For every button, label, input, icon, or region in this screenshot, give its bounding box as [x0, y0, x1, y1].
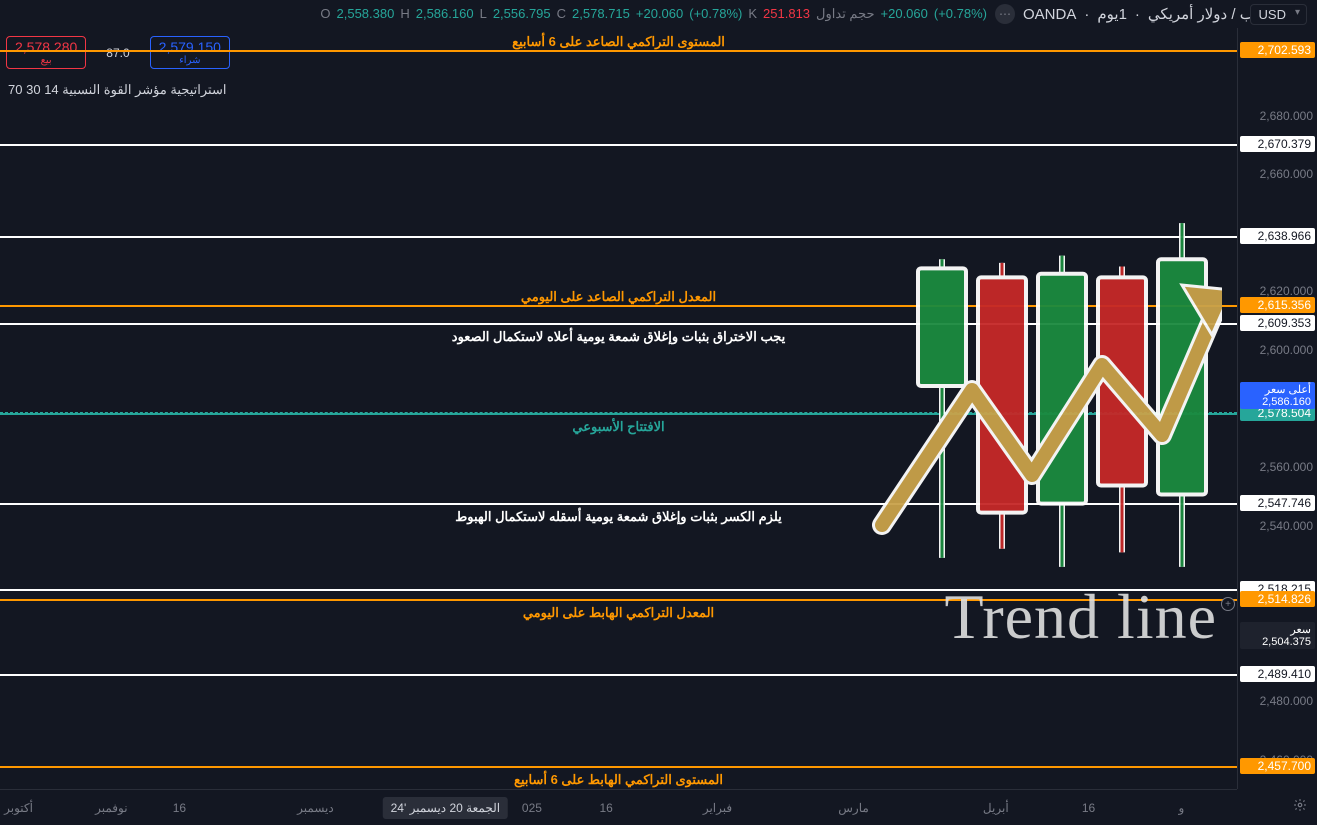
level-line[interactable]: [0, 674, 1237, 676]
axis-settings-icon[interactable]: [1293, 798, 1307, 815]
price-cursor-badge[interactable]: سعر 2,504.375: [1240, 622, 1315, 649]
price-gridlabel: 2,560.000: [1260, 460, 1313, 474]
level-line[interactable]: المستوى التراكمي الهابط على 6 أسابيع: [0, 766, 1237, 768]
symbol-broker[interactable]: OANDA: [1023, 6, 1076, 23]
price-tag[interactable]: 2,670.379: [1240, 136, 1315, 152]
price-gridlabel: 2,480.000: [1260, 694, 1313, 708]
time-tick: ديسمبر: [297, 801, 334, 815]
level-line[interactable]: المستوى التراكمي الصاعد على 6 أسابيع: [0, 50, 1237, 52]
level-line[interactable]: [0, 236, 1237, 238]
level-line[interactable]: المعدل التراكمي الصاعد على اليومي: [0, 305, 1237, 307]
price-tag[interactable]: 2,638.966: [1240, 228, 1315, 244]
time-tick: و: [1178, 801, 1184, 815]
level-label: يلزم الكسر بثبات وإغلاق شمعة يومية أسقله…: [455, 509, 782, 525]
price-gridlabel: 2,680.000: [1260, 109, 1313, 123]
price-tag[interactable]: 2,514.826: [1240, 591, 1315, 607]
level-line[interactable]: [0, 589, 1237, 591]
chart-header: ● الذهب / دولار أمريكي · 1يوم · OANDA ⋯ …: [0, 0, 1317, 28]
time-tick: 16: [1082, 801, 1095, 815]
level-line[interactable]: [0, 144, 1237, 146]
ohlc-readout: O2,558.380 H2,586.160 L2,556.795 C2,578.…: [320, 6, 987, 22]
level-label: المعدل التراكمي الصاعد على اليومي: [521, 289, 716, 305]
chart-pane[interactable]: المستوى التراكمي الصاعد على 6 أسابيع المع…: [0, 28, 1237, 789]
time-axis[interactable]: و 16 أبريل مارس فبراير 16 025 الجمعة 20 ديسمبر …: [0, 789, 1237, 825]
time-cursor-label[interactable]: الجمعة 20 ديسمبر '24: [383, 797, 508, 819]
level-line[interactable]: المعدل التراكمي الهابط على اليومي: [0, 599, 1237, 601]
price-axis[interactable]: 2,680.0002,660.0002,620.0002,600.0002,56…: [1237, 28, 1317, 789]
price-gridlabel: 2,540.000: [1260, 519, 1313, 533]
time-tick: أبريل: [983, 801, 1009, 815]
level-label: المعدل التراكمي الهابط على اليومي: [523, 605, 714, 621]
price-tag[interactable]: 2,702.593: [1240, 42, 1315, 58]
price-gridlabel: 2,660.000: [1260, 167, 1313, 181]
time-tick: فبراير: [703, 801, 732, 815]
price-tag[interactable]: 2,457.700: [1240, 758, 1315, 774]
price-tag[interactable]: 2,609.353: [1240, 315, 1315, 331]
symbol-menu-icon[interactable]: ⋯: [995, 4, 1015, 24]
currency-select[interactable]: USD: [1250, 4, 1307, 25]
level-label: يجب الاختراق بثبات وإغلاق شمعة يومية أعل…: [452, 329, 785, 345]
time-tick: أكتوبر: [4, 801, 33, 815]
time-tick: 16: [599, 801, 612, 815]
level-label: الافتتاح الأسبوعي: [572, 419, 664, 435]
level-label: المستوى التراكمي الصاعد على 6 أسابيع: [512, 34, 725, 50]
symbol-tf[interactable]: 1يوم: [1097, 5, 1127, 23]
level-line[interactable]: يجب الاختراق بثبات وإغلاق شمعة يومية أعل…: [0, 323, 1237, 325]
high-price-badge: أعلى سعر 2,586.160: [1240, 382, 1315, 409]
time-tick: 16: [173, 801, 186, 815]
level-label: المستوى التراكمي الهابط على 6 أسابيع: [514, 772, 723, 788]
price-tag[interactable]: 2,489.410: [1240, 666, 1315, 682]
level-line[interactable]: يلزم الكسر بثبات وإغلاق شمعة يومية أسقله…: [0, 503, 1237, 505]
price-gridlabel: 2,600.000: [1260, 343, 1313, 357]
time-tick: 025: [522, 801, 542, 815]
time-tick: نوفمبر: [95, 801, 127, 815]
time-tick: مارس: [838, 801, 869, 815]
level-line[interactable]: الافتتاح الأسبوعي: [0, 413, 1237, 415]
add-alert-icon[interactable]: +: [1221, 597, 1235, 611]
price-tag[interactable]: 2,547.746: [1240, 495, 1315, 511]
price-tag[interactable]: 2,615.356: [1240, 297, 1315, 313]
